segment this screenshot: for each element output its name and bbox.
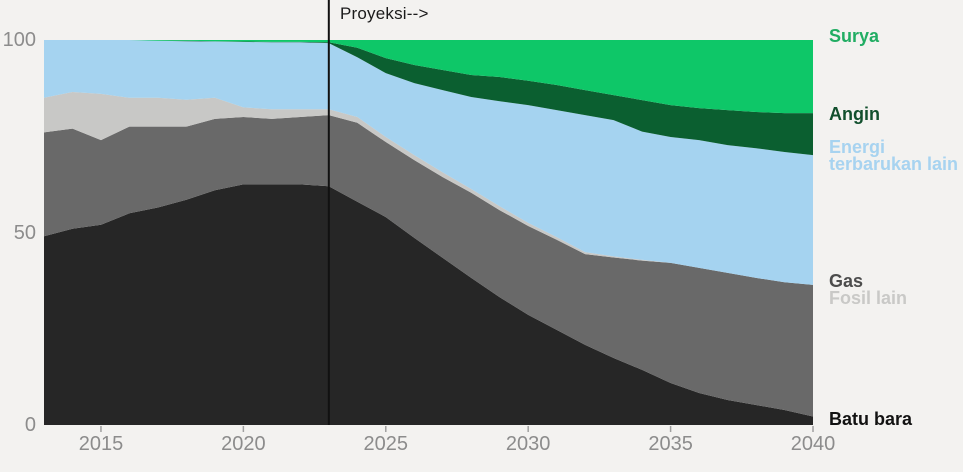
x-tick-label: 2015	[78, 433, 124, 455]
y-tick-label: 50	[13, 221, 36, 244]
area-fosil-lain	[44, 92, 813, 285]
y-tick-label: 0	[24, 414, 36, 436]
y-tick-label: 100	[2, 29, 36, 51]
area-batu-bara	[44, 184, 813, 425]
x-tick-label: 2030	[505, 433, 551, 455]
area-surya	[44, 40, 813, 114]
area-energi-terbarukan-lain	[44, 40, 813, 285]
legend-energi-terbarukan-lain: Energi terbarukan lain	[829, 137, 959, 174]
x-tick-label: 2020	[221, 433, 266, 455]
legend-fosil-lain: Fosil lain	[829, 288, 908, 308]
x-tick-label: 2025	[363, 433, 409, 455]
legend-angin: Angin	[829, 104, 880, 124]
x-tick-label: 2040	[790, 433, 836, 455]
area-angin	[44, 40, 813, 156]
projection-annotation: Proyeksi-->	[340, 4, 429, 23]
legend-surya: Surya	[829, 26, 880, 46]
area-gas	[44, 115, 813, 417]
legend-gas: Gas	[829, 271, 864, 291]
legend-batu-bara: Batu bara	[829, 409, 913, 429]
x-tick-label: 2035	[648, 433, 693, 455]
